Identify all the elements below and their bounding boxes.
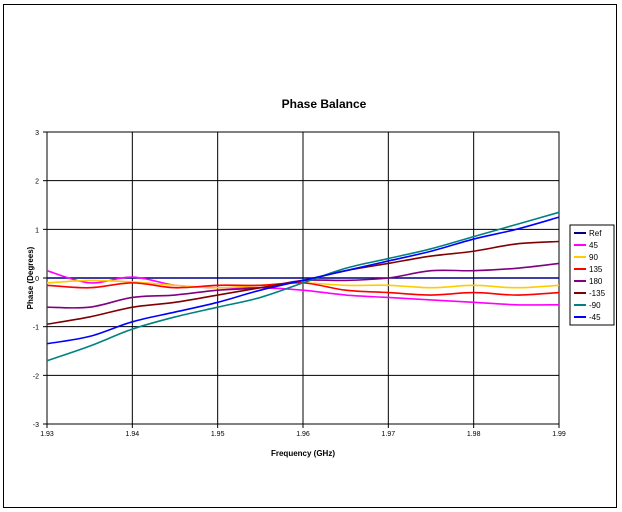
x-tick-label: 1.97 bbox=[382, 431, 396, 438]
legend-label: -90 bbox=[589, 301, 601, 310]
legend-label: -135 bbox=[589, 289, 606, 298]
series-line-neg90 bbox=[46, 211, 560, 362]
legend-label: 135 bbox=[589, 265, 603, 274]
x-axis-title: Frequency (GHz) bbox=[271, 449, 335, 458]
legend-label: 45 bbox=[589, 241, 598, 250]
y-tick-label: 0 bbox=[35, 276, 39, 283]
x-tick-label: 1.95 bbox=[211, 431, 225, 438]
legend-label: 180 bbox=[589, 277, 603, 286]
x-tick-label: 1.99 bbox=[552, 431, 566, 438]
y-tick-label: -1 bbox=[33, 325, 39, 332]
y-tick-label: 1 bbox=[35, 227, 39, 234]
legend-label: 90 bbox=[589, 253, 598, 262]
y-tick-label: -3 bbox=[33, 422, 39, 429]
x-tick-label: 1.98 bbox=[467, 431, 481, 438]
x-tick-label: 1.94 bbox=[126, 431, 140, 438]
y-tick-label: 2 bbox=[35, 179, 39, 186]
chart-title: Phase Balance bbox=[282, 97, 367, 111]
series-line-neg45 bbox=[46, 216, 560, 345]
legend-label: -45 bbox=[589, 313, 601, 322]
legend-label: Ref bbox=[589, 229, 602, 238]
series-line-45 bbox=[46, 269, 560, 306]
legend-box bbox=[569, 224, 615, 326]
series-lines bbox=[46, 211, 560, 362]
x-tick-label: 1.96 bbox=[296, 431, 310, 438]
y-axis-title: Phase (Degrees) bbox=[26, 246, 35, 309]
y-tick-label: 3 bbox=[35, 130, 39, 137]
chart-frame: Phase Balance 1.93 1.94 1.95 1.96 1.97 1.98 1.… bbox=[3, 4, 617, 508]
y-tick-label: -2 bbox=[33, 373, 39, 380]
x-tick-label: 1.93 bbox=[40, 431, 54, 438]
legend: Ref 45 90 135 180 -135 -90 -45 bbox=[569, 224, 615, 326]
phase-balance-chart: Phase Balance 1.93 1.94 1.95 1.96 1.97 1.98 1.… bbox=[26, 97, 615, 458]
tick-labels: 1.93 1.94 1.95 1.96 1.97 1.98 1.99 -3 -2 -1 0 1 2 3 bbox=[33, 130, 566, 438]
